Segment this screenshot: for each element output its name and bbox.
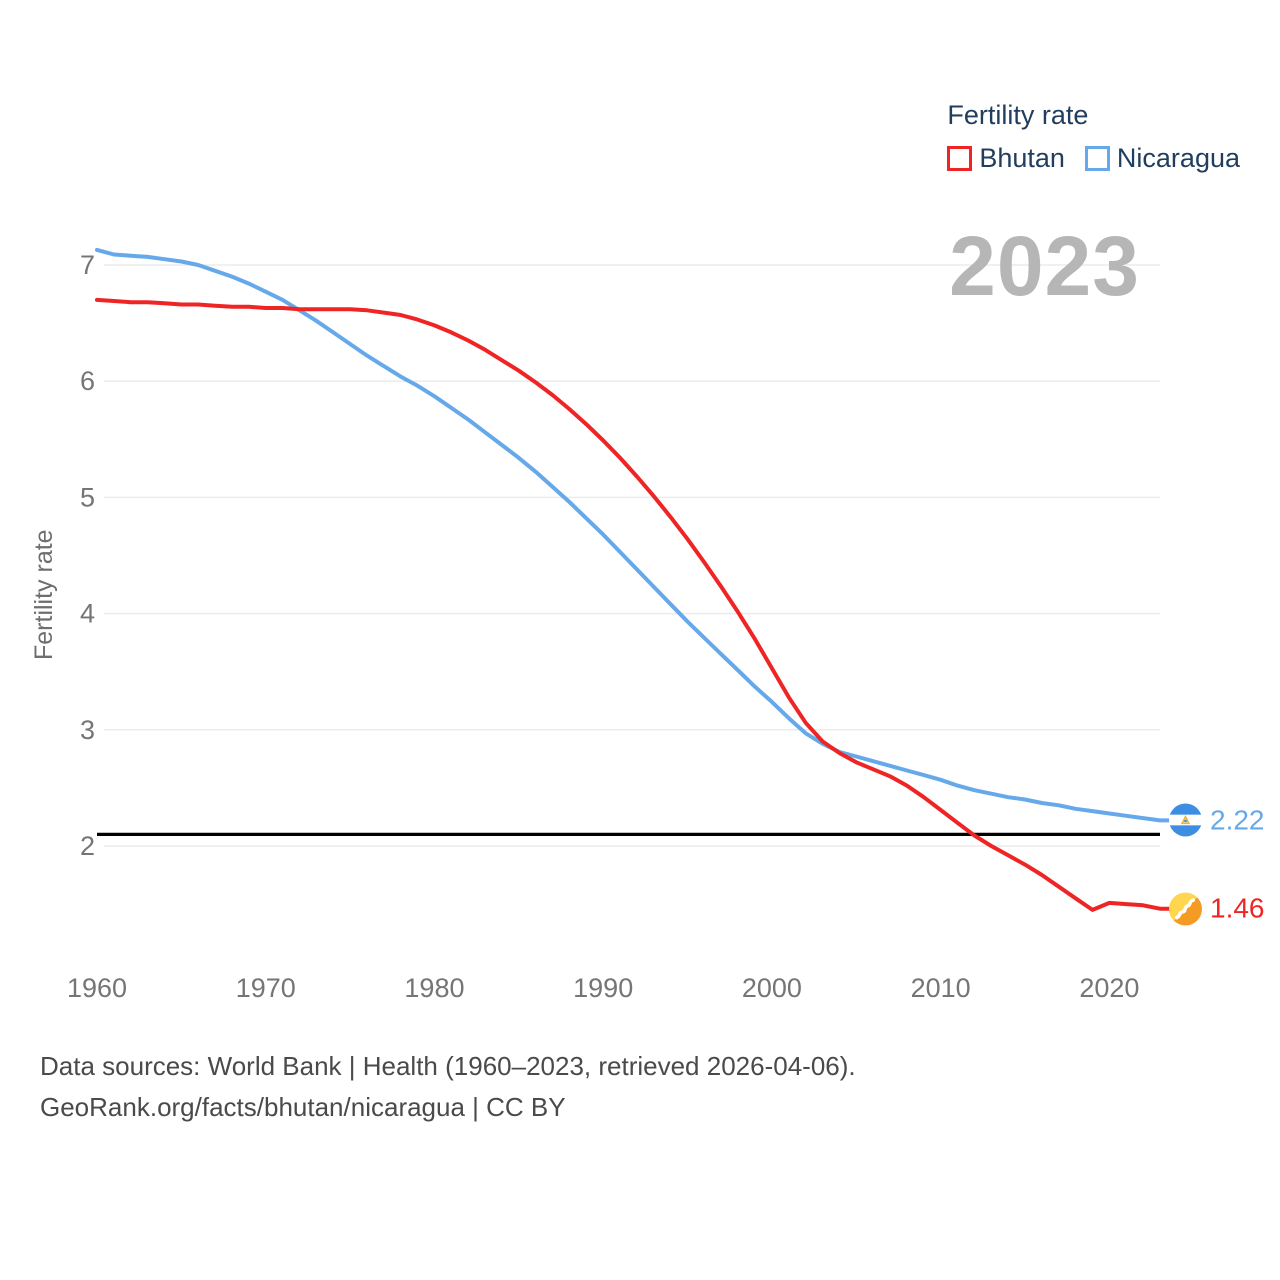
x-tick-1980: 1980 [404,973,464,1003]
x-tick-2000: 2000 [742,973,802,1003]
attribution-line: GeoRank.org/facts/bhutan/nicaragua | CC … [40,1092,566,1122]
x-tick-1970: 1970 [236,973,296,1003]
x-tick-1990: 1990 [573,973,633,1003]
end-label-bhutan: 1.46 [1169,892,1265,926]
nicaragua-flag-icon [1169,803,1202,837]
y-tick-5: 5 [80,482,95,512]
end-label-nicaragua: 2.22 [1169,803,1265,837]
series-line-bhutan [95,297,1173,912]
bhutan-flag-icon [1169,892,1202,926]
y-tick-6: 6 [80,366,95,396]
x-tick-1960: 1960 [67,973,127,1003]
legend-item-nicaragua[interactable]: Nicaragua [1084,143,1240,174]
y-tick-7: 7 [80,250,95,280]
y-tick-4: 4 [80,599,95,629]
bhutan-swatch-icon [947,146,973,171]
y-tick-3: 3 [80,715,95,745]
x-tick-2010: 2010 [911,973,971,1003]
data-sources-line: Data sources: World Bank | Health (1960–… [40,1051,856,1081]
series-line-nicaragua [95,247,1173,823]
end-value-bhutan: 1.46 [1210,892,1265,924]
legend-label-nicaragua: Nicaragua [1116,143,1240,173]
legend-label-bhutan: Bhutan [979,143,1065,173]
end-value-nicaragua: 2.22 [1210,804,1265,836]
legend: Fertility rate Bhutan Nicaragua [947,100,1240,174]
year-watermark: 2023 [949,219,1140,313]
nicaragua-swatch-icon [1084,146,1110,171]
footer: Data sources: World Bank | Health (1960–… [40,1046,856,1128]
legend-title: Fertility rate [947,100,1089,130]
y-axis-title: Fertility rate [30,529,58,660]
y-tick-2: 2 [80,831,95,861]
legend-item-bhutan[interactable]: Bhutan [947,143,1065,174]
x-tick-2020: 2020 [1079,973,1139,1003]
legend-items: Bhutan Nicaragua [947,143,1240,174]
